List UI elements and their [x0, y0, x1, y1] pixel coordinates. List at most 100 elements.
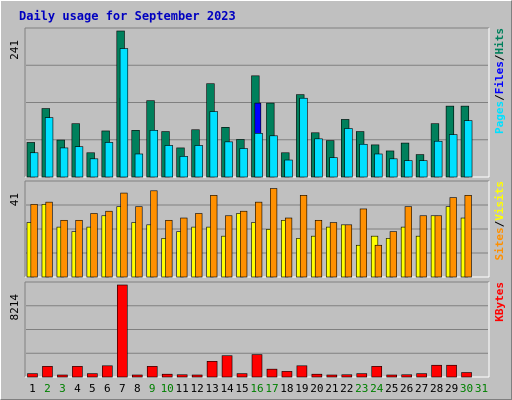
bar-pages-day-30 [464, 120, 473, 178]
bar-pages-day-6 [104, 142, 114, 178]
bar-sites-day-1 [30, 204, 38, 278]
bar-sites-day-3 [60, 219, 68, 278]
legend-item-sites: Sites [493, 227, 506, 260]
day-label-23: 23 [355, 382, 368, 395]
bar-sites-day-4 [75, 219, 83, 278]
scale-max-label: 41 [8, 193, 21, 206]
bar-kbytes-day-23 [356, 373, 368, 378]
bar-pages-day-4 [74, 146, 84, 178]
day-label-2: 2 [44, 382, 51, 395]
day-label-1: 1 [29, 382, 36, 395]
bar-sites-day-9 [150, 190, 158, 278]
bar-sites-day-15 [240, 210, 248, 278]
bar-kbytes-day-1 [27, 373, 38, 378]
bar-pages-day-18 [284, 159, 293, 178]
bar-kbytes-day-28 [431, 364, 442, 378]
bar-kbytes-day-25 [386, 374, 397, 378]
bar-kbytes-day-24 [371, 366, 383, 378]
bar-pages-day-28 [434, 140, 443, 178]
day-label-27: 27 [415, 382, 428, 395]
bar-sites-day-7 [120, 192, 128, 278]
bar-pages-day-13 [209, 111, 218, 178]
bar-pages-day-23 [359, 143, 368, 178]
day-label-29: 29 [445, 382, 458, 395]
day-label-19: 19 [295, 382, 308, 395]
bar-sites-day-10 [165, 219, 173, 278]
bar-pages-day-21 [329, 157, 338, 178]
bar-kbytes-day-2 [42, 366, 53, 378]
bar-kbytes-day-6 [102, 365, 113, 378]
bar-kbytes-day-17 [266, 368, 278, 378]
day-label-4: 4 [74, 382, 81, 395]
legend-hits-files-pages: Pages/Files/Hits [493, 28, 506, 134]
bar-pages-day-14 [224, 141, 233, 178]
bar-pages-day-5 [89, 158, 99, 178]
bar-pages-day-15 [239, 148, 248, 178]
bar-pages-day-22 [344, 128, 353, 178]
bar-kbytes-day-15 [236, 373, 248, 378]
legend-separator: / [493, 94, 506, 101]
day-label-6: 6 [104, 382, 111, 395]
day-label-16: 16 [250, 382, 263, 395]
bar-pages-day-19 [299, 97, 308, 178]
bar-sites-day-6 [105, 210, 113, 278]
day-label-28: 28 [430, 382, 443, 395]
day-label-7: 7 [119, 382, 126, 395]
bar-pages-day-20 [314, 138, 323, 178]
day-label-11: 11 [176, 382, 189, 395]
bar-kbytes-day-8 [131, 374, 143, 378]
bar-sites-day-18 [284, 217, 293, 278]
panel-kbytes: 8214 [8, 281, 490, 378]
bar-kbytes-day-20 [311, 373, 323, 378]
bar-pages-day-12 [194, 145, 203, 178]
bar-kbytes-day-26 [401, 374, 412, 378]
bar-pages-day-7 [119, 48, 129, 178]
day-label-25: 25 [385, 382, 398, 395]
bar-kbytes-day-16 [251, 354, 263, 378]
bar-kbytes-day-13 [206, 361, 218, 378]
bar-kbytes-day-10 [161, 373, 173, 378]
bar-pages-day-25 [389, 158, 398, 178]
day-label-8: 8 [134, 382, 141, 395]
bar-kbytes-day-9 [146, 366, 158, 378]
bar-sites-day-2 [45, 201, 53, 278]
bar-sites-day-12 [195, 213, 203, 278]
scale-max-label: 241 [8, 40, 21, 60]
bar-sites-day-28 [434, 215, 442, 278]
panel-hits-files-pages: 241 [8, 27, 490, 178]
legend-kbytes: KBytes [493, 282, 506, 322]
bar-kbytes-day-29 [446, 364, 457, 378]
day-label-30: 30 [460, 382, 473, 395]
day-label-24: 24 [370, 382, 384, 395]
day-label-15: 15 [235, 382, 248, 395]
day-label-21: 21 [325, 382, 338, 395]
bar-kbytes-day-21 [326, 374, 338, 378]
bar-kbytes-day-11 [176, 374, 188, 378]
legend-item-hits: Hits [493, 28, 506, 55]
bar-sites-day-17 [270, 188, 278, 278]
bar-pages-day-9 [149, 130, 159, 178]
bar-pages-day-24 [374, 153, 383, 178]
bar-sites-day-11 [180, 217, 188, 278]
bar-pages-day-17 [269, 135, 278, 178]
day-label-14: 14 [220, 382, 234, 395]
bar-sites-day-5 [90, 213, 98, 278]
bar-pages-day-3 [59, 147, 69, 178]
bar-kbytes-day-27 [416, 373, 427, 378]
bar-sites-day-29 [449, 197, 457, 278]
legend-item-pages: Pages [493, 101, 506, 134]
bar-pages-day-1 [29, 152, 39, 178]
day-label-20: 20 [310, 382, 323, 395]
bar-kbytes-day-14 [221, 355, 233, 378]
bar-kbytes-day-5 [87, 373, 98, 378]
bar-sites-day-8 [135, 206, 143, 278]
bar-pages-day-2 [44, 117, 54, 178]
legend-item-files: Files [493, 61, 506, 94]
day-label-5: 5 [89, 382, 96, 395]
bar-pages-day-10 [164, 145, 173, 178]
bar-sites-day-26 [404, 206, 412, 278]
bar-pages-day-11 [179, 156, 188, 178]
legend-visits-sites: Sites/Visits [493, 181, 506, 261]
bar-sites-day-14 [225, 215, 233, 278]
